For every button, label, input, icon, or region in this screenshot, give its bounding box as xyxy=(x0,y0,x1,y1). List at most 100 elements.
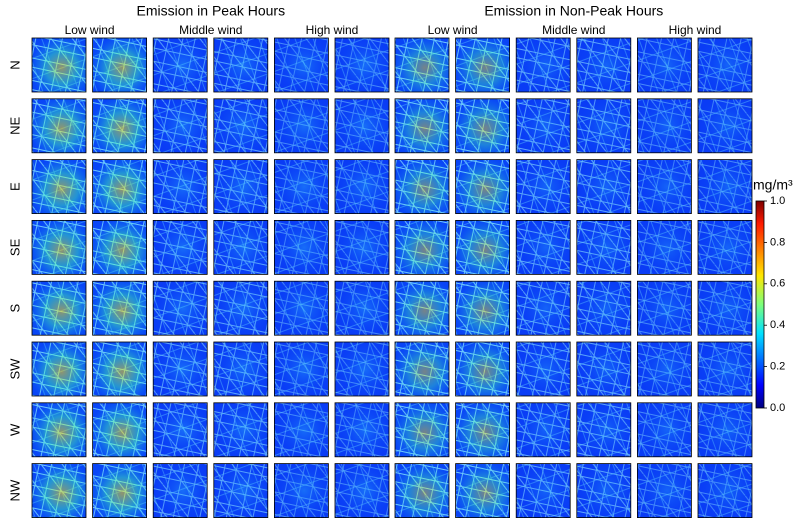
wind-label: High wind xyxy=(669,23,722,37)
colorbar-tick-label: 0.6 xyxy=(770,278,785,290)
map-frame xyxy=(697,280,753,336)
map-intensity xyxy=(335,402,389,457)
map-frame xyxy=(273,280,329,336)
map-frame xyxy=(334,402,390,458)
direction-label: SE xyxy=(7,238,22,256)
map-frame xyxy=(697,219,753,275)
map-intensity xyxy=(274,281,329,336)
map-intensity xyxy=(395,98,449,153)
map-intensity xyxy=(335,98,389,153)
map-frame xyxy=(637,463,692,519)
map-frame xyxy=(576,463,632,519)
map-intensity xyxy=(32,159,86,214)
colorbar-label: mg/m³ xyxy=(753,177,793,193)
map-frame xyxy=(31,98,87,154)
wind-label: Middle wind xyxy=(542,23,605,37)
map-frame xyxy=(697,37,753,93)
map-frame xyxy=(394,463,450,519)
map-intensity xyxy=(335,463,389,518)
map-intensity xyxy=(395,220,449,275)
map-intensity xyxy=(32,98,86,153)
group-title: Emission in Peak Hours xyxy=(136,3,285,19)
map-intensity xyxy=(637,159,692,214)
map-intensity xyxy=(576,159,631,214)
map-frame xyxy=(637,280,692,336)
map-frame xyxy=(334,341,390,397)
map-intensity xyxy=(92,281,147,336)
map-frame xyxy=(152,280,208,336)
map-intensity xyxy=(32,281,86,336)
map-frame xyxy=(92,341,147,397)
map-frame xyxy=(273,37,329,93)
map-frame xyxy=(92,463,147,519)
map-intensity xyxy=(455,98,510,153)
map-intensity xyxy=(637,402,692,457)
map-frame xyxy=(515,219,571,275)
map-frame xyxy=(576,98,632,154)
map-frame xyxy=(213,37,269,93)
map-frame xyxy=(31,280,87,336)
map-intensity xyxy=(92,402,147,457)
map-intensity xyxy=(274,159,329,214)
map-frame xyxy=(31,159,87,215)
direction-label: NE xyxy=(7,116,22,134)
map-intensity xyxy=(153,281,208,336)
map-frame xyxy=(213,159,269,215)
map-frame xyxy=(455,341,511,397)
map-intensity xyxy=(32,38,86,92)
map-intensity xyxy=(92,98,147,153)
map-frame xyxy=(152,159,208,215)
map-frame xyxy=(637,341,692,397)
map-frame xyxy=(394,402,450,458)
direction-label: E xyxy=(7,182,22,191)
map-intensity xyxy=(213,402,268,457)
map-intensity xyxy=(698,98,752,153)
wind-label: Low wind xyxy=(428,23,478,37)
map-intensity xyxy=(32,342,86,396)
map-frame xyxy=(334,463,390,519)
map-frame xyxy=(394,341,450,397)
map-intensity xyxy=(516,38,571,92)
map-intensity xyxy=(576,98,631,153)
map-intensity xyxy=(455,159,510,214)
map-intensity xyxy=(637,281,692,336)
map-frame xyxy=(576,159,632,215)
map-frame xyxy=(334,280,390,336)
map-intensity xyxy=(32,463,86,518)
map-frame xyxy=(273,341,329,397)
map-intensity xyxy=(395,281,449,336)
map-intensity xyxy=(213,220,268,275)
map-intensity xyxy=(274,220,329,275)
map-intensity xyxy=(32,402,86,457)
map-frame xyxy=(394,159,450,215)
colorbar-tick-label: 0.8 xyxy=(770,236,785,248)
map-frame xyxy=(515,37,571,93)
map-frame xyxy=(515,98,571,154)
map-frame xyxy=(455,98,511,154)
map-frame xyxy=(334,98,390,154)
map-frame xyxy=(152,98,208,154)
map-intensity xyxy=(274,463,329,518)
map-intensity xyxy=(153,463,208,518)
map-intensity xyxy=(576,463,631,518)
map-frame xyxy=(152,463,208,519)
map-intensity xyxy=(698,38,752,92)
map-frame xyxy=(637,98,692,154)
map-intensity xyxy=(32,220,86,275)
map-intensity xyxy=(516,342,571,396)
map-intensity xyxy=(637,38,692,92)
map-frame xyxy=(455,463,511,519)
map-intensity xyxy=(395,463,449,518)
map-frame xyxy=(31,37,87,93)
map-frame xyxy=(213,463,269,519)
map-frame xyxy=(637,402,692,458)
map-intensity xyxy=(213,281,268,336)
map-intensity xyxy=(213,38,268,92)
map-intensity xyxy=(335,159,389,214)
map-intensity xyxy=(576,342,631,396)
map-frame xyxy=(92,159,147,215)
map-intensity xyxy=(576,220,631,275)
map-frame xyxy=(637,219,692,275)
map-frame xyxy=(576,280,632,336)
map-frame xyxy=(394,37,450,93)
